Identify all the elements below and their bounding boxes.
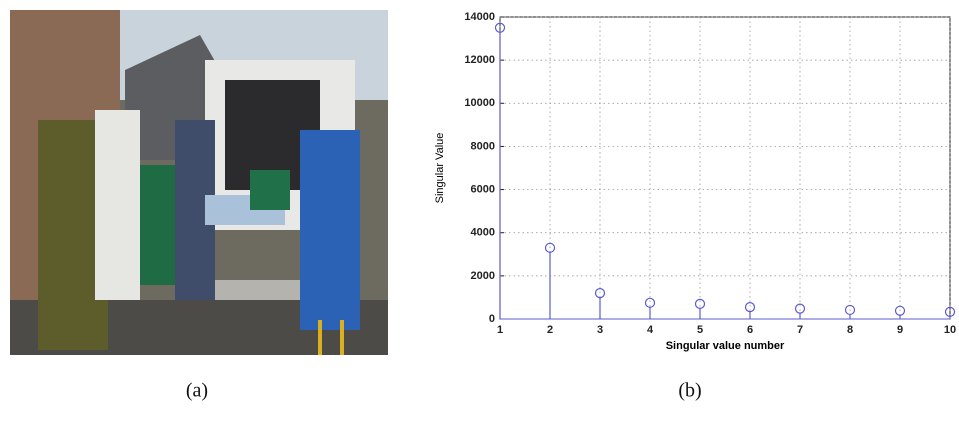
- photo: [10, 10, 388, 355]
- x-tick-label: 6: [747, 324, 753, 336]
- x-tick-label: 1: [497, 324, 503, 336]
- y-axis-label: Singular Value: [434, 133, 446, 204]
- y-tick-label: 2000: [471, 270, 495, 282]
- x-tick-label: 2: [547, 324, 553, 336]
- x-tick-label: 4: [647, 324, 654, 336]
- y-tick-label: 4000: [471, 227, 495, 239]
- y-tick-label: 10000: [464, 97, 495, 109]
- x-axis-label: Singular value number: [666, 340, 785, 352]
- caption: (a): [186, 380, 208, 402]
- caption: (b): [678, 380, 701, 402]
- figure: (a) (b) Singular value number Singular V…: [0, 0, 959, 416]
- page: (a) (b) Singular value number Singular V…: [0, 0, 959, 421]
- x-tick-label: 5: [697, 324, 703, 336]
- y-tick-label: 6000: [471, 183, 495, 195]
- y-tick-label: 14000: [464, 11, 495, 23]
- x-tick-label: 3: [597, 324, 603, 336]
- y-tick-label: 8000: [471, 140, 495, 152]
- y-tick-label: 12000: [464, 54, 495, 66]
- plot-frame: [500, 17, 950, 319]
- x-tick-label: 8: [847, 324, 853, 336]
- x-tick-label: 7: [797, 324, 803, 336]
- x-tick-label: 9: [897, 324, 903, 336]
- x-tick-label: 10: [944, 324, 956, 336]
- y-tick-label: 0: [489, 313, 495, 325]
